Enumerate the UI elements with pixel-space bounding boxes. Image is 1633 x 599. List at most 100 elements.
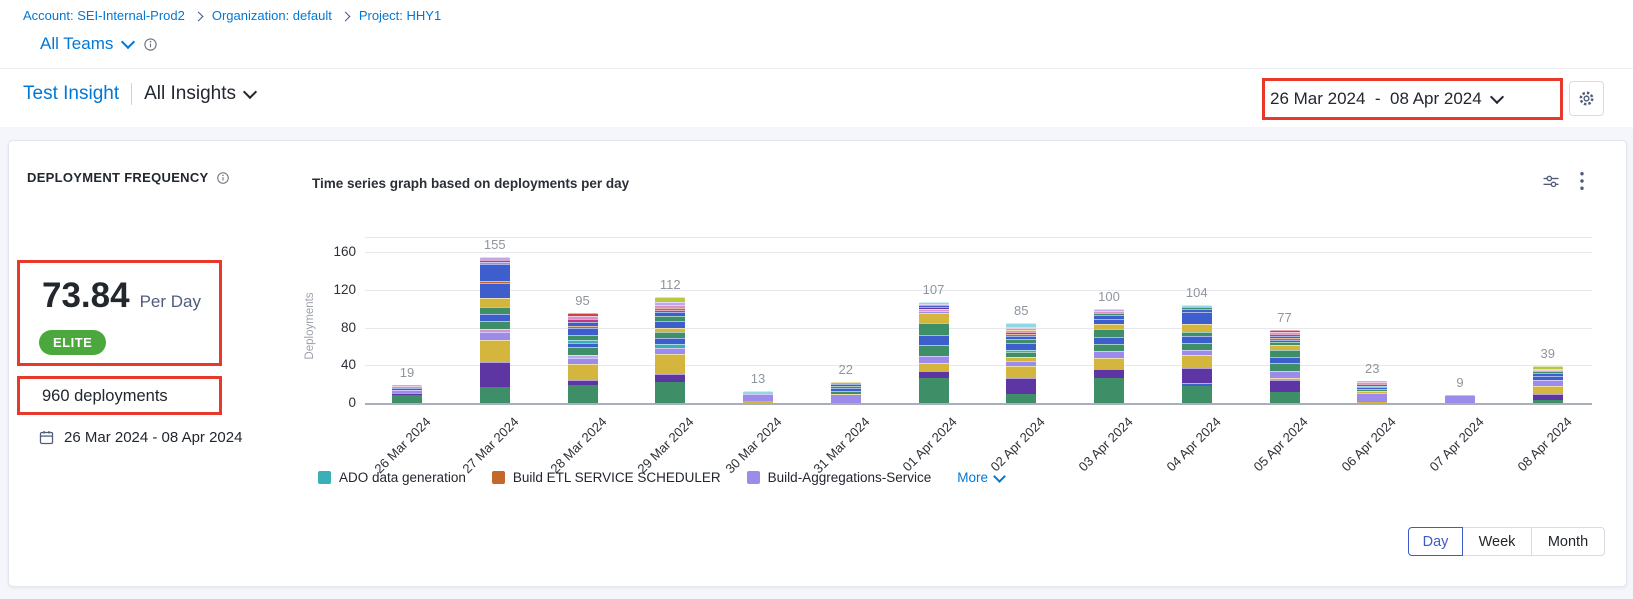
stacked-bar-06-apr-2024[interactable]: [1357, 381, 1388, 403]
y-tick-label: 160: [333, 244, 356, 259]
breadcrumb-account[interactable]: Account: SEI-Internal-Prod2: [23, 8, 185, 23]
teams-selector[interactable]: All Teams: [40, 34, 158, 54]
info-icon[interactable]: [216, 171, 230, 185]
metric-value: 73.84: [42, 276, 130, 315]
bar-segment: [1357, 386, 1388, 389]
settings-button[interactable]: [1569, 81, 1604, 116]
bar-segment: [567, 325, 598, 328]
legend-swatch: [318, 471, 331, 484]
bar-segment: [1094, 343, 1124, 352]
granularity-month[interactable]: Month: [1531, 527, 1605, 556]
stacked-bar-01-apr-2024[interactable]: [918, 302, 949, 403]
stacked-bar-31-mar-2024[interactable]: [830, 382, 861, 403]
bar-segment: [1532, 386, 1563, 394]
date-range-selector[interactable]: 26 Mar 2024 - 08 Apr 2024: [1270, 82, 1504, 116]
bar-segment: [655, 302, 686, 305]
stacked-bar-26-mar-2024[interactable]: [392, 385, 422, 403]
bar-segment: [479, 256, 510, 260]
bar-segment: [1181, 332, 1212, 336]
bar-value-label: 77: [1277, 310, 1292, 326]
chevron-right-icon: [193, 11, 204, 21]
bar-segment: [1269, 334, 1300, 336]
bar-segment: [830, 382, 861, 385]
widget-filter-button[interactable]: [1538, 169, 1564, 193]
bar-segment: [567, 364, 598, 381]
bar-segment: [567, 357, 598, 365]
legend-item[interactable]: Build-Aggregations-Service: [746, 470, 932, 485]
stacked-bar-07-apr-2024[interactable]: [1445, 394, 1475, 403]
elite-status-badge: ELITE: [39, 330, 107, 355]
bar-segment: [1532, 370, 1563, 373]
granularity-day[interactable]: Day: [1408, 527, 1463, 556]
chevron-down-icon[interactable]: [121, 34, 136, 50]
bar-segment: [1357, 381, 1388, 383]
bar-segment: [1532, 369, 1563, 370]
stacked-bar-28-mar-2024[interactable]: [567, 313, 598, 403]
stacked-bar-08-apr-2024[interactable]: [1532, 366, 1563, 403]
bar-segment: [1006, 352, 1037, 357]
legend-swatch: [746, 471, 760, 484]
breadcrumb-project[interactable]: Project: HHY1: [358, 8, 442, 23]
all-insights-label: All Insights: [144, 83, 236, 104]
bar-segment: [1094, 336, 1124, 344]
bar-segment: [918, 335, 949, 345]
y-tick-label: 80: [340, 319, 356, 335]
y-tick-label: 120: [333, 281, 356, 297]
bar-segment: [567, 335, 598, 340]
stacked-bar-29-mar-2024[interactable]: [655, 297, 686, 403]
stacked-bar-30-mar-2024[interactable]: [743, 390, 773, 403]
insight-name-link[interactable]: Test Insight: [23, 83, 120, 104]
stacked-bar-02-apr-2024[interactable]: [1006, 322, 1037, 403]
legend-label: Build-Aggregations-Service: [767, 470, 932, 485]
bar-segment: [1006, 322, 1037, 327]
stacked-bar-04-apr-2024[interactable]: [1181, 304, 1212, 403]
stacked-bar-27-mar-2024[interactable]: [479, 256, 510, 403]
legend-more-label: More: [957, 470, 989, 485]
bar-segment: [655, 307, 686, 310]
teams-selector-label[interactable]: All Teams: [40, 34, 114, 53]
bar-value-label: 85: [1014, 302, 1029, 318]
bar-segment: [567, 339, 598, 343]
bar-segment: [1094, 377, 1124, 403]
legend-item[interactable]: ADO data generation: [318, 470, 466, 485]
bar-segment: [479, 259, 510, 263]
bar-segment: [743, 401, 773, 403]
bar-segment: [655, 332, 686, 338]
bar-segment: [1357, 382, 1388, 385]
bar-segment: [479, 306, 510, 315]
widget-menu-button[interactable]: [1572, 169, 1592, 193]
total-deployments: 960 deployments: [42, 387, 168, 405]
bar-segment: [1357, 402, 1388, 403]
bar-segment: [479, 314, 510, 321]
gridline: [365, 327, 1592, 329]
chart-title: Time series graph based on deployments p…: [312, 176, 630, 191]
bar-segment: [567, 327, 598, 336]
legend-more-link[interactable]: More: [957, 469, 1006, 485]
date-range-label: 26 Mar 2024 - 08 Apr 2024: [1270, 89, 1482, 108]
bar-segment: [1269, 344, 1300, 351]
bar-value-label: 39: [1540, 346, 1555, 362]
breadcrumb-organization[interactable]: Organization: default: [211, 8, 332, 23]
bar-segment: [1181, 350, 1212, 355]
bar-segment: [655, 328, 686, 333]
bar-segment: [1181, 308, 1212, 313]
all-insights-dropdown[interactable]: All Insights: [144, 83, 258, 105]
bar-segment: [479, 362, 510, 387]
gridline: [365, 289, 1592, 291]
bar-segment: [1181, 304, 1212, 307]
bar-segment: [1094, 357, 1124, 370]
bar-segment: [1094, 319, 1124, 324]
bar-segment: [1006, 350, 1037, 353]
legend-item[interactable]: Build ETL SERVICE SCHEDULER: [491, 470, 721, 485]
granularity-week[interactable]: Week: [1462, 527, 1532, 556]
gridline: [365, 236, 1592, 238]
stacked-bar-03-apr-2024[interactable]: [1094, 308, 1124, 403]
bar-value-label: 19: [399, 365, 415, 381]
bar-segment: [918, 370, 949, 379]
bar-segment: [1006, 356, 1037, 361]
info-icon: [144, 37, 158, 51]
bar-segment: [655, 320, 686, 329]
bar-segment: [1269, 370, 1300, 378]
bar-segment: [1357, 390, 1388, 393]
stacked-bar-05-apr-2024[interactable]: [1269, 330, 1300, 403]
